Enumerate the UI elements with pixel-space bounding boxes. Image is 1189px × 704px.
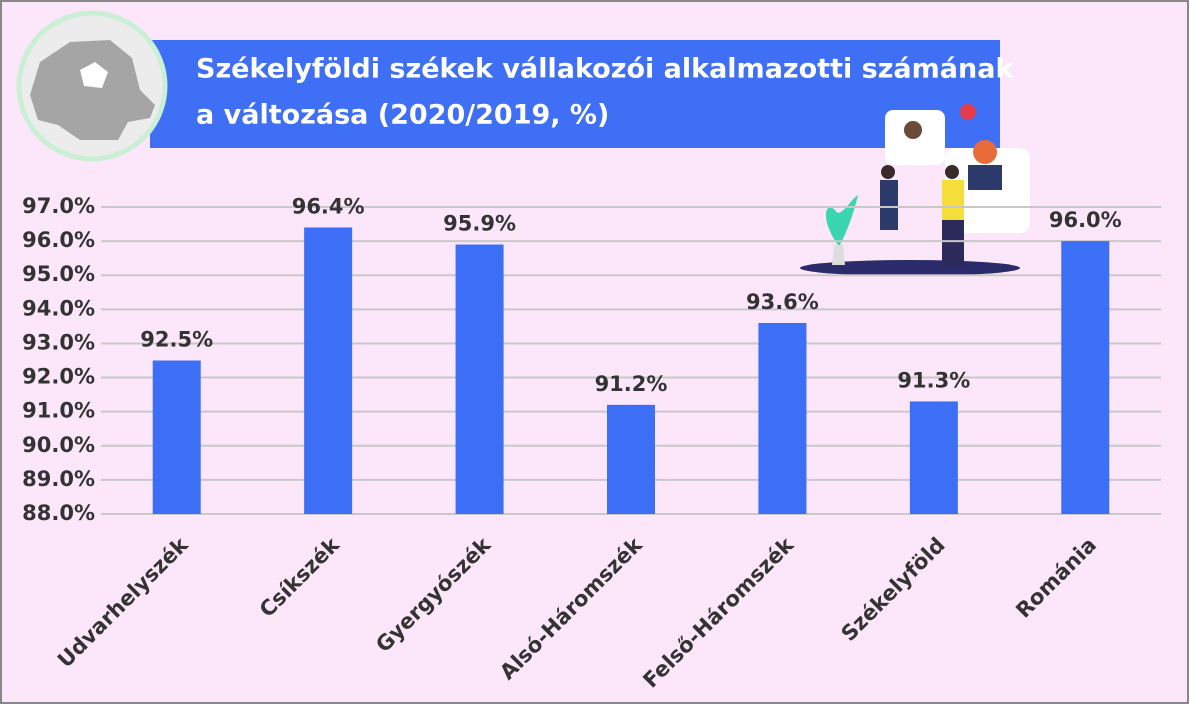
person xyxy=(942,180,964,220)
bar xyxy=(455,244,504,514)
y-tick-label: 96.0% xyxy=(22,228,95,252)
bar xyxy=(909,401,958,514)
card xyxy=(945,148,1030,233)
plant-pot xyxy=(832,245,845,265)
y-tick-label: 90.0% xyxy=(22,433,95,457)
y-tick-label: 92.0% xyxy=(22,365,95,389)
avatar xyxy=(904,121,922,139)
y-tick-label: 89.0% xyxy=(22,467,95,491)
value-label: 96.4% xyxy=(292,194,365,218)
person xyxy=(880,180,898,230)
value-label: 92.5% xyxy=(140,328,213,352)
avatar xyxy=(973,140,997,164)
value-label: 93.6% xyxy=(746,290,819,314)
map-region xyxy=(80,62,108,88)
value-label: 96.0% xyxy=(1049,208,1122,232)
y-tick-label: 97.0% xyxy=(22,194,95,218)
y-tick-label: 88.0% xyxy=(22,501,95,525)
chart-title: Székelyföldi székek vállakozói alkalmazo… xyxy=(196,54,1014,85)
chart-title: a változása (2020/2019, %) xyxy=(196,100,609,131)
avatar-body xyxy=(968,165,1002,190)
illustration xyxy=(800,104,1030,276)
bar xyxy=(758,322,807,514)
bar xyxy=(1061,241,1110,514)
avatar xyxy=(960,104,976,120)
bar xyxy=(607,404,655,514)
value-label: 91.2% xyxy=(595,372,668,396)
person-head xyxy=(945,165,959,179)
y-tick-label: 95.0% xyxy=(22,262,95,286)
y-tick-label: 91.0% xyxy=(22,399,95,423)
y-tick-label: 94.0% xyxy=(22,296,95,320)
map xyxy=(30,40,155,140)
person xyxy=(942,220,964,266)
bar xyxy=(304,227,353,514)
y-tick-label: 93.0% xyxy=(22,330,95,354)
value-label: 91.3% xyxy=(897,368,970,392)
floor xyxy=(800,260,1020,276)
title-banner xyxy=(150,40,1000,148)
person-head xyxy=(881,165,895,179)
bar xyxy=(152,360,201,514)
value-label: 95.9% xyxy=(443,212,516,236)
